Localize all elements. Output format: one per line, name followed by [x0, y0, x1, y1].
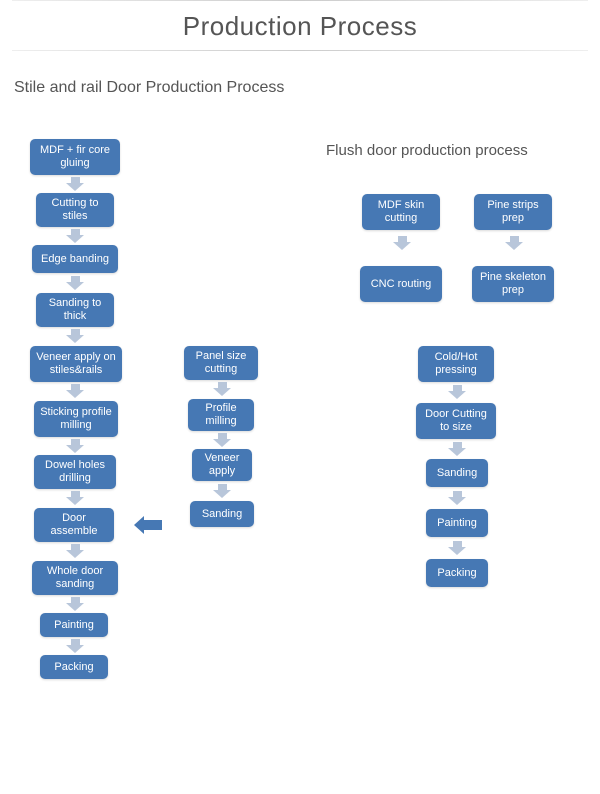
flow-node-p3: Veneer apply — [192, 449, 252, 481]
flow-node-n6: Sticking profile milling — [34, 401, 118, 437]
flow-node-n11: Packing — [40, 655, 108, 679]
flow-node-n5: Veneer apply on stiles&rails — [30, 346, 122, 382]
arrow-down-icon — [66, 439, 84, 453]
flow-node-p2: Profile milling — [188, 399, 254, 431]
arrow-down-icon — [505, 236, 523, 250]
flow-node-n9: Whole door sanding — [32, 561, 118, 595]
arrow-down-icon — [66, 276, 84, 290]
arrow-down-icon — [66, 544, 84, 558]
page-title: Production Process — [0, 1, 600, 50]
flow-node-f1: MDF skin cutting — [362, 194, 440, 230]
arrow-down-icon — [66, 491, 84, 505]
subtitle-flush-door: Flush door production process — [326, 142, 528, 159]
arrow-down-icon — [66, 229, 84, 243]
arrow-down-icon — [66, 639, 84, 653]
flow-node-p1: Panel size cutting — [184, 346, 258, 380]
flow-node-f5: Cold/Hot pressing — [418, 346, 494, 382]
flow-node-f3: CNC routing — [360, 266, 442, 302]
flow-node-n3: Edge banding — [32, 245, 118, 273]
arrow-down-icon — [448, 491, 466, 505]
arrow-down-icon — [213, 484, 231, 498]
flow-node-n7: Dowel holes drilling — [34, 455, 116, 489]
flow-node-n10: Painting — [40, 613, 108, 637]
flow-node-p4: Sanding — [190, 501, 254, 527]
arrow-down-icon — [448, 385, 466, 399]
arrow-down-icon — [448, 541, 466, 555]
arrow-down-icon — [66, 384, 84, 398]
arrow-down-icon — [66, 597, 84, 611]
flow-node-n1: MDF + fir core gluing — [30, 139, 120, 175]
arrow-left-icon — [134, 516, 162, 534]
arrow-down-icon — [393, 236, 411, 250]
flow-node-f8: Painting — [426, 509, 488, 537]
arrow-down-icon — [213, 433, 231, 447]
subtitle-stile-rail: Stile and rail Door Production Process — [14, 79, 600, 97]
arrow-down-icon — [448, 442, 466, 456]
header-divider-bottom — [12, 50, 588, 51]
flow-node-f6: Door Cutting to size — [416, 403, 496, 439]
flowchart-diagram: Flush door production process MDF + fir … — [0, 109, 600, 769]
arrow-down-icon — [213, 382, 231, 396]
flow-node-n8: Door assemble — [34, 508, 114, 542]
flow-node-f7: Sanding — [426, 459, 488, 487]
flow-node-f2: Pine strips prep — [474, 194, 552, 230]
arrow-down-icon — [66, 329, 84, 343]
flow-node-f9: Packing — [426, 559, 488, 587]
flow-node-n2: Cutting to stiles — [36, 193, 114, 227]
flow-node-f4: Pine skeleton prep — [472, 266, 554, 302]
flow-node-n4: Sanding to thick — [36, 293, 114, 327]
arrow-down-icon — [66, 177, 84, 191]
